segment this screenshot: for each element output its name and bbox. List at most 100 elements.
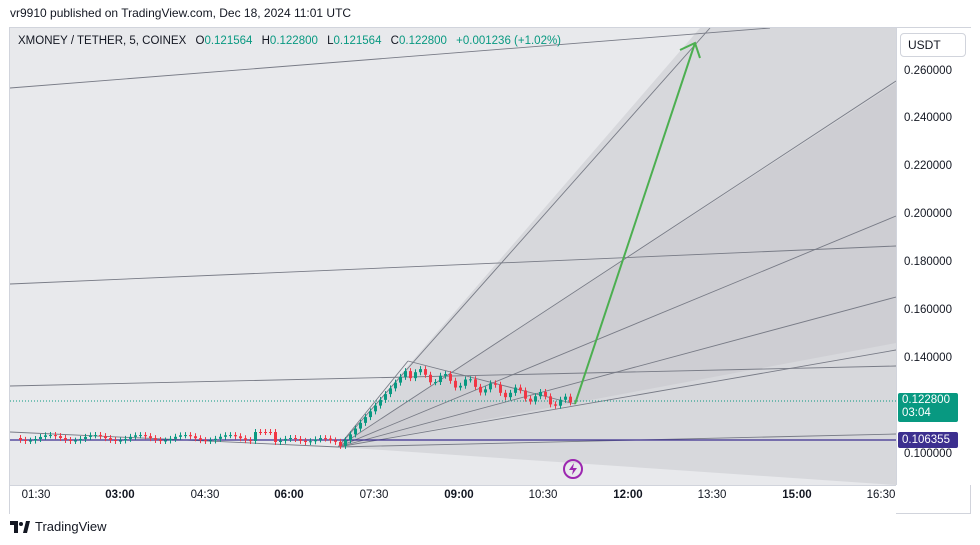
candle-body [254,432,257,441]
symbol-legend[interactable]: XMONEY / TETHER, 5, COINEX O0.121564 H0.… [18,35,561,47]
candle-body [314,439,317,442]
tradingview-logo-icon [10,520,30,533]
candle-body [424,369,427,375]
currency-button[interactable]: USDT [900,33,966,57]
projection-arrow-head [679,41,701,59]
tradingview-logo[interactable]: TradingView [10,519,107,534]
chart-plot-area[interactable] [10,28,896,485]
time-tick: 09:00 [444,489,474,501]
last-price-value: 0.122800 [902,394,950,406]
candle-body [59,436,62,439]
candle-body [214,438,217,441]
candle-body [109,438,112,441]
candle-body [184,435,187,437]
change-value: +0.001236 (+1.02%) [456,35,562,47]
candle-body [199,438,202,441]
candle-body [304,440,307,442]
candle-body [284,438,287,441]
candle-body [44,435,47,437]
fan-line-3 [337,215,896,448]
candle-body [439,375,442,383]
candle-body [264,432,267,433]
candle-body [569,396,572,403]
candle-body [294,438,297,440]
candle-body [309,441,312,443]
time-axis[interactable] [10,485,896,514]
candle-body [204,440,207,442]
candle-body [29,440,32,442]
candle-body [444,374,447,376]
wedge-line-left [337,360,409,448]
candle-body [489,383,492,390]
candle-body [399,376,402,383]
candle-body [319,438,322,440]
candle-body [329,438,332,441]
candle-body [554,404,557,406]
time-tick: 10:30 [528,489,558,501]
candle-body [99,435,102,437]
candle-body [334,440,337,442]
candle-body [519,387,522,391]
candle-body [194,436,197,439]
candle-body [89,435,92,437]
candle-body [159,440,162,442]
wedge-line-top [407,360,576,405]
candle-body [419,369,422,373]
candle-body [219,436,222,439]
publish-info: vr9910 published on TradingView.com, Dec… [10,6,352,20]
candle-body [379,399,382,406]
candle-body [114,440,117,442]
candle-body [514,387,517,393]
candle-body [394,382,397,389]
candle-body [24,439,27,441]
candle-body [449,374,452,381]
low-key: L [327,35,334,47]
price-tick: 0.160000 [904,304,952,316]
candle-body [239,436,242,439]
candle-body [274,432,277,442]
candle-body [34,439,37,441]
lightning-icon[interactable] [563,459,583,479]
candle-body [139,435,142,437]
lightning-icon-glyph [569,463,577,475]
footer-logo-text: TradingView [35,519,107,534]
candle-body [164,440,167,442]
candle-body [169,438,172,441]
candle-body [499,384,502,393]
candle-body [469,379,472,381]
candle-body [494,383,497,385]
candle-body [549,396,552,405]
projection-arrow-line [574,42,696,405]
candle-body [404,371,407,377]
candle-body [484,389,487,393]
candle-body [414,372,417,379]
symbol-name[interactable]: XMONEY / TETHER, 5, COINEX [18,35,187,47]
candle-body [79,438,82,441]
candle-body [354,428,357,435]
time-tick: 12:00 [613,489,643,501]
time-tick: 07:30 [359,489,389,501]
candle-body [504,392,507,398]
fan-line-4 [337,296,896,448]
candle-body [299,438,302,441]
price-tick: 0.260000 [904,65,952,77]
candles-group [19,366,572,449]
price-tick: 0.200000 [904,208,952,220]
candle-body [374,405,377,412]
candle-body [324,438,327,440]
open-value: 0.121564 [204,35,253,47]
candle-body [249,440,252,442]
candle-body [384,394,387,400]
candle-body [509,392,512,398]
candle-body [524,390,527,399]
candle-body [544,391,547,397]
candle-body [104,436,107,439]
fan-line-2 [337,80,896,448]
time-tick: 06:00 [274,489,304,501]
candle-body [359,422,362,429]
close-value: 0.122800 [398,35,447,47]
candle-body [279,440,282,442]
candle-body [179,435,182,437]
candle-body [529,398,532,402]
candle-body [129,436,132,439]
